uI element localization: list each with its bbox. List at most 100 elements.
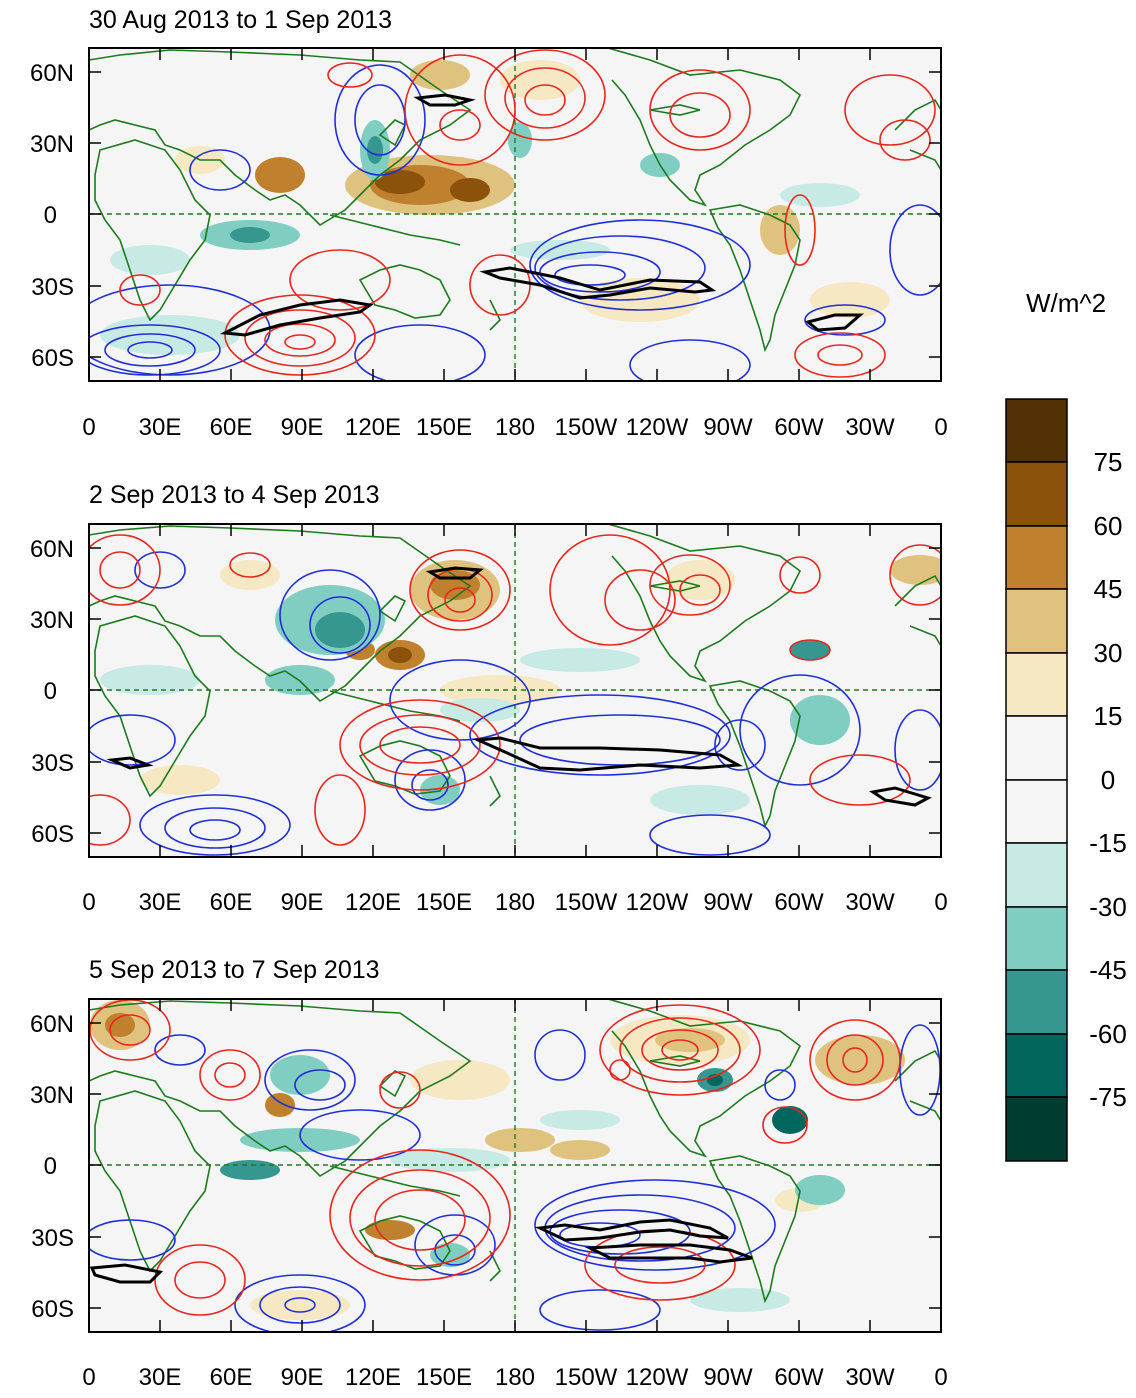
colorbar-swatch <box>1005 1033 1068 1098</box>
colorbar-label: -75 <box>1089 1082 1127 1112</box>
lon-label: 0 <box>934 889 947 916</box>
lon-label: 90E <box>281 1364 324 1391</box>
panel-3-map <box>89 999 941 1332</box>
colorbar-label: 60 <box>1094 511 1123 541</box>
lon-label: 120E <box>345 889 401 916</box>
colorbar-label: 15 <box>1094 701 1123 731</box>
lon-label: 120E <box>345 1364 401 1391</box>
panel-1-map <box>89 48 941 381</box>
panel-3-ticks <box>88 999 942 1332</box>
panel-1-positive-contours <box>119 49 936 378</box>
lat-label: 30S <box>31 1225 74 1252</box>
lat-label: 60N <box>30 60 74 87</box>
colorbar-swatch <box>1005 398 1068 463</box>
lat-label: 60S <box>31 345 74 372</box>
colorbar-swatch <box>1005 525 1068 590</box>
lon-label: 150W <box>555 414 618 441</box>
panel-1-lat-labels: 60N 30N 0 30S 60S <box>30 60 74 372</box>
lat-label: 30N <box>30 1082 74 1109</box>
lon-label: 150E <box>416 889 472 916</box>
panel-3-zero-contours <box>89 1218 753 1284</box>
colorbar-swatch <box>1005 906 1068 971</box>
lon-label: 120W <box>626 889 689 916</box>
colorbar-label: 75 <box>1094 447 1123 477</box>
panel-1-title: 30 Aug 2013 to 1 Sep 2013 <box>89 6 392 34</box>
lat-label: 60N <box>30 1011 74 1038</box>
colorbar-swatch <box>1005 715 1068 781</box>
lon-label: 150E <box>416 414 472 441</box>
lon-label: 30E <box>139 1364 182 1391</box>
panel-1-coastlines <box>89 48 941 353</box>
lon-label: 0 <box>934 414 947 441</box>
lat-label: 0 <box>44 678 57 705</box>
lon-label: 0 <box>82 414 95 441</box>
lon-label: 120E <box>345 414 401 441</box>
colorbar-swatch <box>1005 842 1068 908</box>
lon-label: 0 <box>934 1364 947 1391</box>
colorbar-swatch <box>1005 461 1068 527</box>
panel-2-lat-labels: 60N 30N 0 30S 60S <box>30 536 74 848</box>
panel-2-title: 2 Sep 2013 to 4 Sep 2013 <box>89 481 380 509</box>
colorbar-label: 0 <box>1101 765 1115 795</box>
lon-label: 150E <box>416 1364 472 1391</box>
lon-label: 90E <box>281 414 324 441</box>
panel-2-zero-contours <box>106 566 932 807</box>
lon-label: 60E <box>210 414 253 441</box>
panel-1-lon-labels: 0 30E 60E 90E 120E 150E 180 150W 120W 90… <box>82 414 947 441</box>
lon-label: 180 <box>495 414 535 441</box>
lon-label: 120W <box>626 414 689 441</box>
colorbar-swatch <box>1005 1096 1068 1162</box>
colorbar-label: -45 <box>1089 955 1127 985</box>
lat-label: 30N <box>30 131 74 158</box>
panel-3-lon-labels: 0 30E 60E 90E 120E 150E 180 150W 120W 90… <box>82 1364 947 1391</box>
panel-2-negative-contours <box>89 551 941 856</box>
lat-label: 60N <box>30 536 74 563</box>
lon-label: 180 <box>495 1364 535 1391</box>
lon-label: 60W <box>774 889 824 916</box>
lon-label: 180 <box>495 889 535 916</box>
colorbar: W/m^2 75 60 45 30 15 0 -15 -30 -45 -60 -… <box>1005 288 1127 1162</box>
lon-label: 60E <box>210 889 253 916</box>
lon-label: 150W <box>555 1364 618 1391</box>
panel-1-negative-contours <box>89 64 941 381</box>
panel-1-zero-contours <box>219 93 865 337</box>
panel-1: 30 Aug 2013 to 1 Sep 2013 <box>30 6 948 441</box>
lat-label: 60S <box>31 821 74 848</box>
lat-label: 0 <box>44 1153 57 1180</box>
lon-label: 120W <box>626 1364 689 1391</box>
colorbar-swatch <box>1005 652 1068 717</box>
colorbar-units: W/m^2 <box>1026 288 1106 318</box>
lat-label: 60S <box>31 1296 74 1323</box>
panel-2-ticks <box>88 524 942 857</box>
lon-label: 90W <box>703 1364 753 1391</box>
colorbar-swatch <box>1005 969 1068 1035</box>
lon-label: 0 <box>82 889 95 916</box>
panel-3-coastlines <box>89 999 941 1304</box>
lon-label: 90W <box>703 414 753 441</box>
panel-3-negative-contours <box>89 1024 941 1332</box>
panel-2-lon-labels: 0 30E 60E 90E 120E 150E 180 150W 120W 90… <box>82 889 947 916</box>
colorbar-label: 45 <box>1094 574 1123 604</box>
lat-label: 30N <box>30 607 74 634</box>
colorbar-label: -30 <box>1089 892 1127 922</box>
colorbar-label: 30 <box>1094 638 1123 668</box>
lon-label: 30E <box>139 889 182 916</box>
panel-3-lat-labels: 60N 30N 0 30S 60S <box>30 1011 74 1323</box>
lon-label: 30E <box>139 414 182 441</box>
lon-label: 30W <box>845 889 895 916</box>
lon-label: 150W <box>555 889 618 916</box>
lon-label: 90W <box>703 889 753 916</box>
panel-2-map <box>89 524 941 857</box>
lon-label: 0 <box>82 1364 95 1391</box>
lon-label: 30W <box>845 1364 895 1391</box>
panel-1-ticks <box>88 48 942 381</box>
colorbar-swatch <box>1005 779 1068 844</box>
colorbar-label: -15 <box>1089 828 1127 858</box>
lon-label: 60W <box>774 414 824 441</box>
lon-label: 60E <box>210 1364 253 1391</box>
colorbar-swatch <box>1005 588 1068 654</box>
lat-label: 0 <box>44 202 57 229</box>
panel-2: 2 Sep 2013 to 4 Sep 2013 <box>30 481 948 916</box>
panel-3-positive-anomaly <box>90 1000 905 1320</box>
